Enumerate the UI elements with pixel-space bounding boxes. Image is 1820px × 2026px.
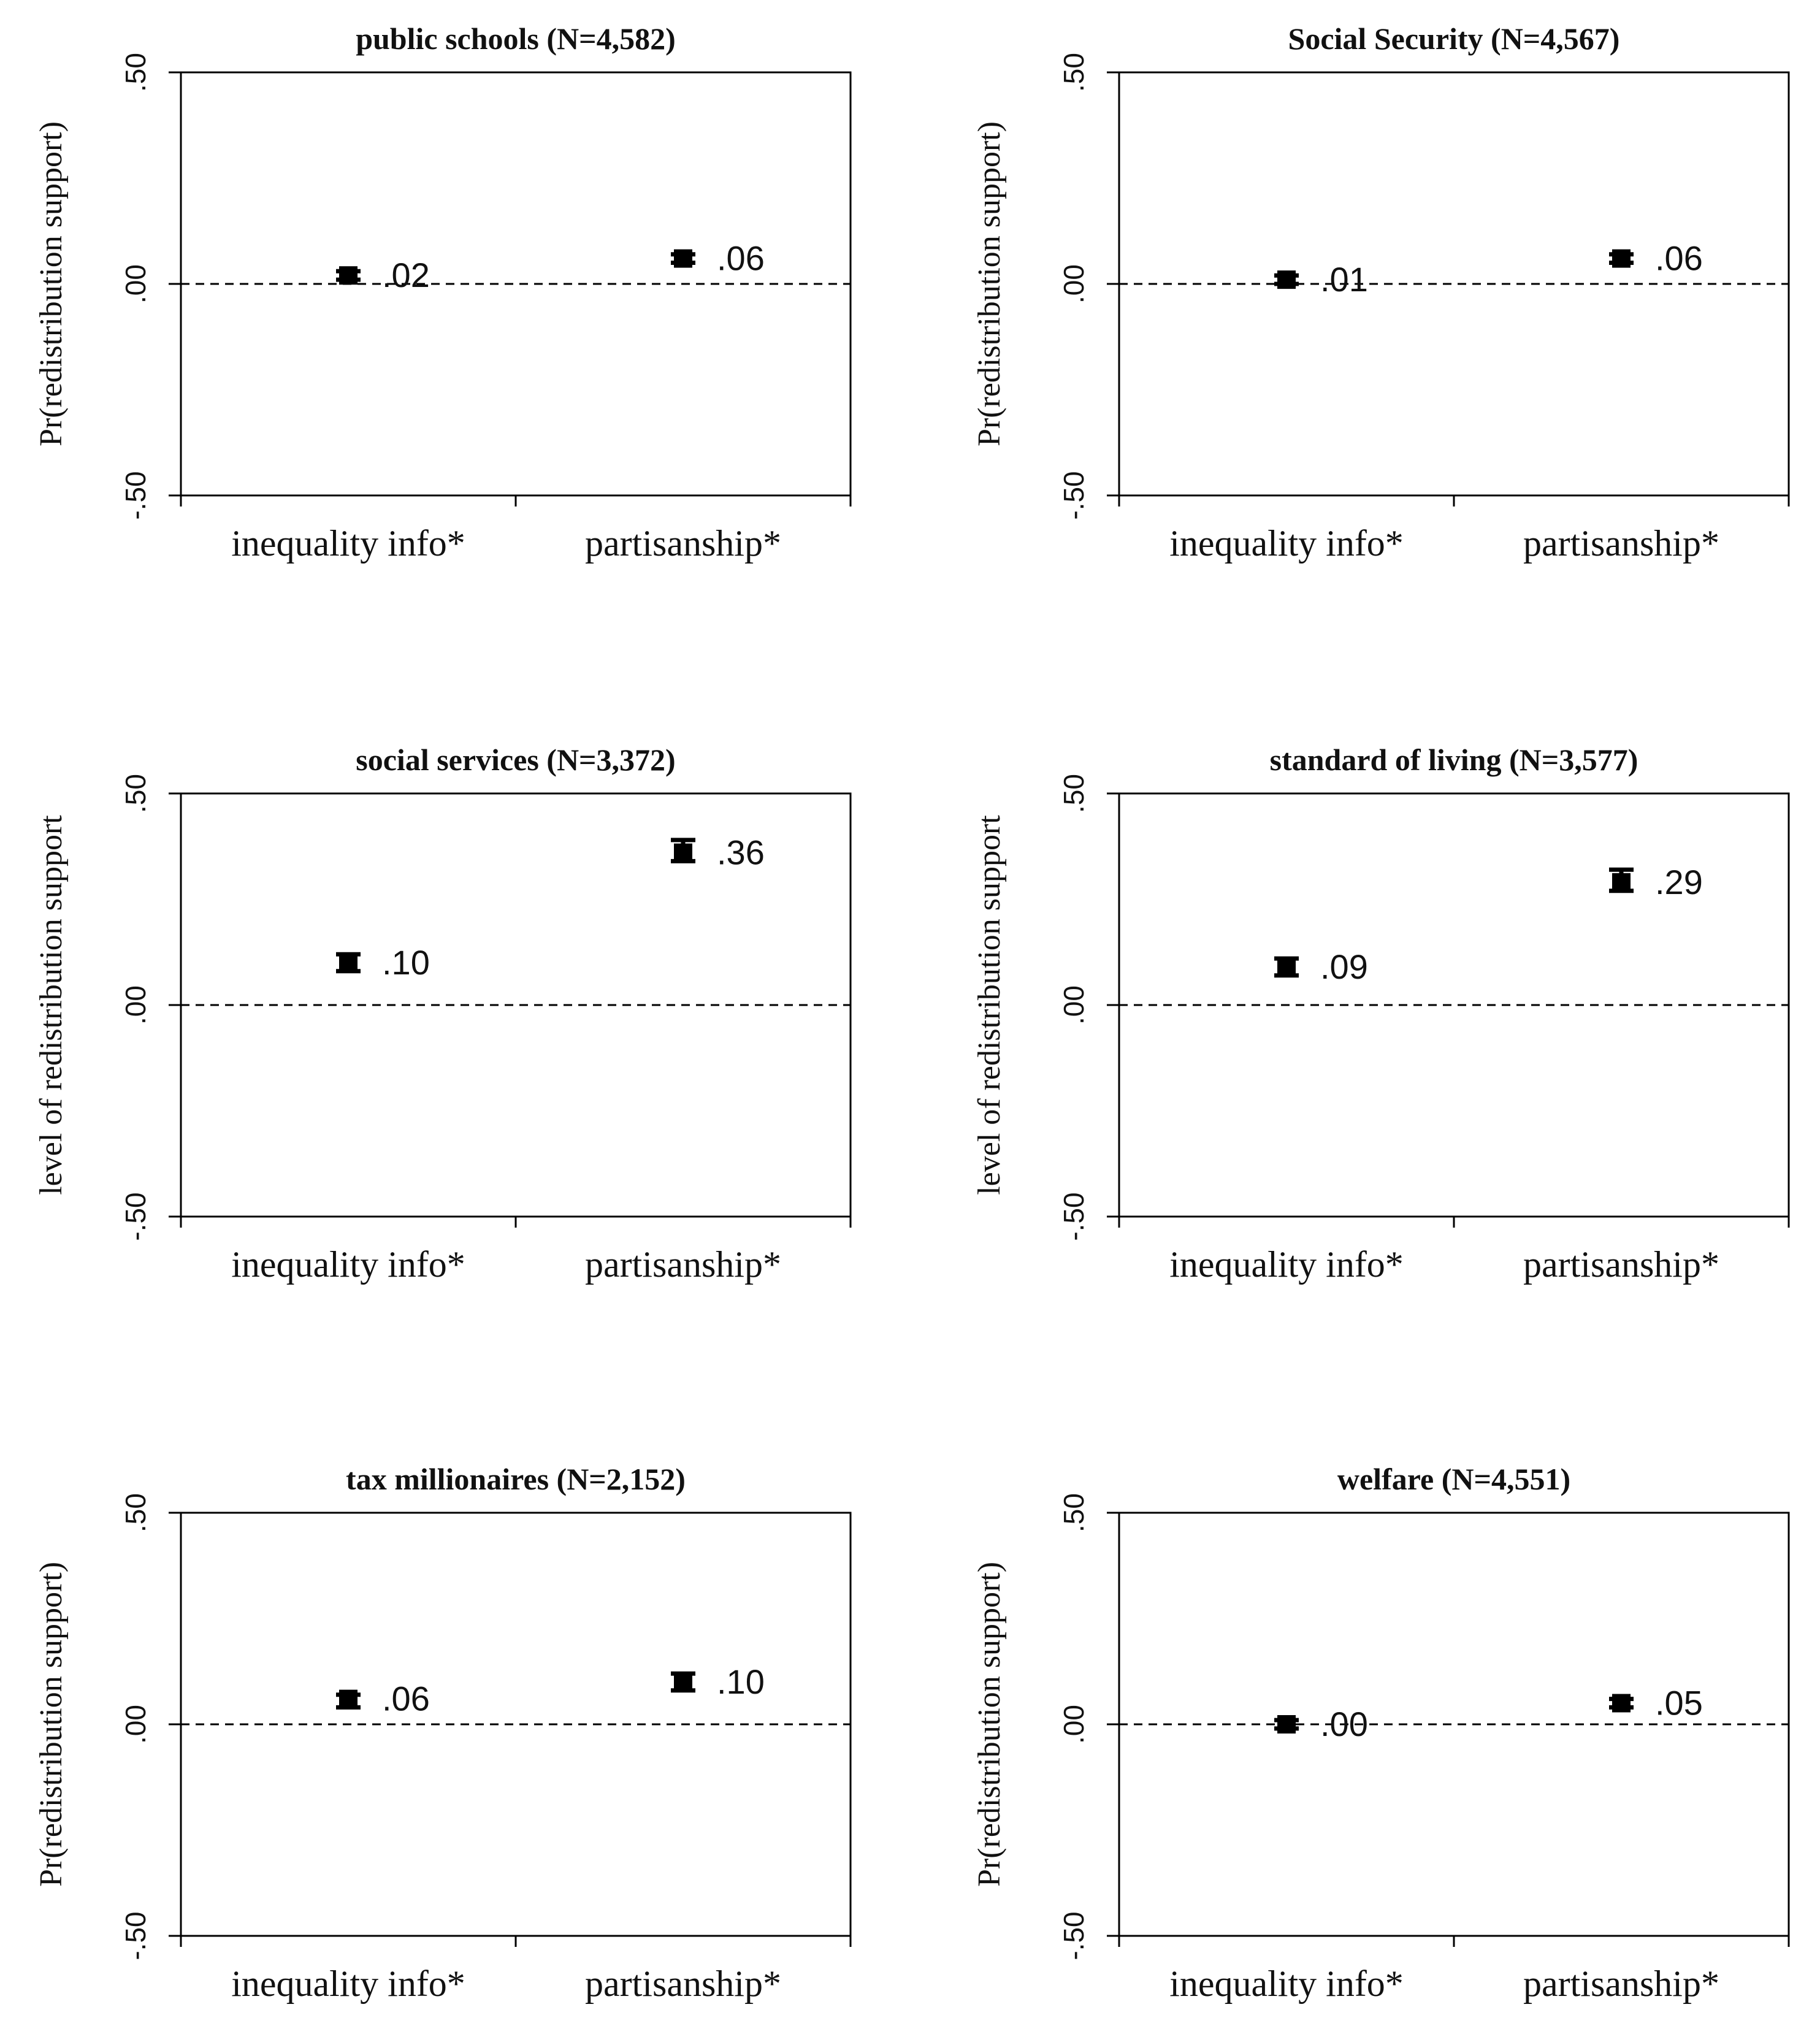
plot-frame: [1118, 792, 1790, 1218]
data-point-group: .06: [671, 239, 765, 278]
chart-panel-4: standard of living (N=3,577) -.50 .00 .50 le…: [972, 743, 1790, 1285]
y-tick-label: .00: [1058, 264, 1090, 304]
y-tick-label: .00: [120, 264, 151, 304]
x-category-label: partisanship*: [1523, 523, 1719, 564]
y-tick-label: .50: [1058, 53, 1090, 92]
data-value-label: .10: [382, 943, 430, 982]
x-category-label: inequality info*: [231, 1244, 465, 1285]
y-tick-label: -.50: [1058, 1192, 1090, 1240]
data-point-group: .10: [336, 943, 430, 982]
chart-panel-1: public schools (N=4,582) -.50 .00 .50 Pr(red…: [34, 21, 852, 564]
y-axis-label: level of redistribution support: [972, 815, 1007, 1195]
chart-title: Social Security (N=4,567): [1288, 21, 1620, 56]
y-tick-label: .50: [1058, 774, 1090, 813]
data-point-marker: [674, 249, 692, 268]
data-point-group: .36: [671, 833, 765, 872]
data-value-label: .09: [1320, 947, 1368, 986]
data-point-marker: [1612, 873, 1631, 892]
chart-title: standard of living (N=3,577): [1270, 743, 1638, 777]
y-axis-label: Pr(redistribution support): [34, 121, 69, 446]
y-tick-label: -.50: [120, 1192, 151, 1240]
data-point-marker: [1277, 270, 1296, 289]
data-point-marker: [1277, 957, 1296, 976]
data-point-group: .06: [1609, 239, 1703, 278]
data-value-label: .06: [717, 239, 765, 278]
x-category-label: inequality info*: [1169, 1244, 1404, 1285]
y-tick-label: .50: [1058, 1493, 1090, 1532]
data-point-marker: [1612, 1694, 1631, 1713]
data-point-group: .09: [1274, 947, 1368, 986]
y-tick-label: -.50: [120, 471, 151, 519]
data-point-marker: [339, 266, 358, 285]
x-category-label: partisanship*: [1523, 1963, 1719, 2004]
data-point-marker: [339, 954, 358, 972]
data-point-group: .00: [1274, 1705, 1368, 1743]
chart-panel-6: welfare (N=4,551) -.50 .00 .50 Pr(redistribu…: [972, 1462, 1790, 2004]
plot-frame: [1118, 71, 1790, 497]
data-point-group: .06: [336, 1680, 430, 1718]
y-axis-label: Pr(redistribution support): [972, 121, 1007, 446]
data-point-marker: [674, 843, 692, 862]
x-category-label: partisanship*: [585, 523, 781, 564]
x-category-label: partisanship*: [585, 1963, 781, 2004]
chart-title: tax millionaires (N=2,152): [346, 1462, 686, 1496]
data-value-label: .29: [1655, 863, 1703, 901]
y-axis-label: level of redistribution support: [34, 815, 69, 1195]
y-axis-label: Pr(redistribution support): [34, 1562, 69, 1887]
data-value-label: .06: [1655, 239, 1703, 278]
y-tick-label: .50: [120, 1493, 151, 1532]
data-value-label: .01: [1320, 260, 1368, 299]
chart-title: social services (N=3,372): [356, 743, 675, 777]
data-value-label: .02: [382, 256, 430, 294]
y-tick-label: .00: [120, 985, 151, 1025]
data-value-label: .06: [382, 1680, 430, 1718]
y-tick-label: .00: [1058, 1705, 1090, 1744]
data-value-label: .36: [717, 833, 765, 872]
plot-frame: [1118, 1512, 1790, 1937]
plot-frame: [180, 1512, 852, 1937]
data-point-marker: [1277, 1715, 1296, 1734]
data-value-label: .10: [717, 1662, 765, 1701]
x-category-label: partisanship*: [585, 1244, 781, 1285]
y-tick-label: .50: [120, 774, 151, 813]
data-point-group: .01: [1274, 260, 1368, 299]
data-point-marker: [339, 1689, 358, 1708]
data-point-group: .10: [671, 1662, 765, 1701]
x-category-label: inequality info*: [231, 523, 465, 564]
chart-title: public schools (N=4,582): [356, 21, 676, 56]
x-category-label: inequality info*: [1169, 523, 1404, 564]
y-axis-label: Pr(redistribution support): [972, 1562, 1007, 1887]
chart-panel-5: tax millionaires (N=2,152) -.50 .00 .50 Pr(r…: [34, 1462, 852, 2004]
plot-frame: [180, 71, 852, 497]
chart-panel-3: social services (N=3,372) -.50 .00 .50 level…: [34, 743, 852, 1285]
y-tick-label: .50: [120, 53, 151, 92]
y-tick-label: -.50: [1058, 471, 1090, 519]
data-value-label: .00: [1320, 1705, 1368, 1743]
data-point-group: .02: [336, 256, 430, 294]
x-category-label: inequality info*: [1169, 1963, 1404, 2004]
data-point-marker: [674, 1673, 692, 1691]
data-point-group: .05: [1609, 1684, 1703, 1722]
y-tick-label: .00: [1058, 985, 1090, 1025]
x-category-label: partisanship*: [1523, 1244, 1719, 1285]
chart-title: welfare (N=4,551): [1337, 1462, 1570, 1496]
chart-panel-2: Social Security (N=4,567) -.50 .00 .50 Pr(re…: [972, 21, 1790, 564]
y-tick-label: -.50: [120, 1911, 151, 1960]
data-point-marker: [1612, 249, 1631, 268]
y-tick-label: .00: [120, 1705, 151, 1744]
data-point-group: .29: [1609, 863, 1703, 901]
data-value-label: .05: [1655, 1684, 1703, 1722]
y-tick-label: -.50: [1058, 1911, 1090, 1960]
x-category-label: inequality info*: [231, 1963, 465, 2004]
